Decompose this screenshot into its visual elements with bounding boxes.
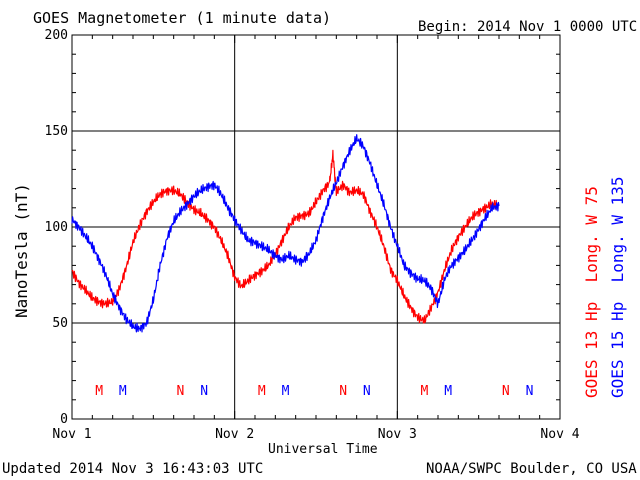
y-tick-label: 150 <box>45 124 68 139</box>
y-tick-label: 200 <box>45 28 68 43</box>
legend-goes15: GOES 15 Hp Long. W 135 <box>608 176 627 398</box>
x-axis-label: Universal Time <box>268 442 378 457</box>
y-axis-label: NanoTesla (nT) <box>12 183 31 318</box>
legend-goes13-name: GOES 13 Hp <box>582 301 601 398</box>
legend-goes13: GOES 13 Hp Long. W 75 <box>582 186 601 398</box>
local-time-marker-m: M <box>444 384 452 399</box>
legend-goes15-name: GOES 15 Hp <box>608 301 627 398</box>
credit-label: NOAA/SWPC Boulder, CO USA <box>426 461 637 477</box>
y-tick-label: 50 <box>52 316 68 331</box>
series-line-goes-13-hp <box>71 149 500 324</box>
local-time-marker-n: N <box>339 384 347 399</box>
legend-goes13-long: Long. W 75 <box>582 186 601 283</box>
local-time-marker-n: N <box>526 384 534 399</box>
local-time-marker-n: N <box>502 384 510 399</box>
local-time-marker-n: N <box>363 384 371 399</box>
x-tick-label: Nov 2 <box>215 427 254 442</box>
local-time-marker-n: N <box>177 384 185 399</box>
local-time-marker-m: M <box>119 384 127 399</box>
x-tick-label: Nov 4 <box>540 427 579 442</box>
local-time-marker-n: N <box>200 384 208 399</box>
legend-goes15-long: Long. W 135 <box>608 176 627 283</box>
local-time-marker-m: M <box>95 384 103 399</box>
y-tick-label: 0 <box>60 412 68 427</box>
x-tick-label: Nov 3 <box>378 427 417 442</box>
x-tick-label: Nov 1 <box>52 427 91 442</box>
local-time-marker-m: M <box>282 384 290 399</box>
updated-timestamp: Updated 2014 Nov 3 16:43:03 UTC <box>2 461 264 477</box>
begin-time-label: Begin: 2014 Nov 1 0000 UTC <box>418 19 638 35</box>
local-time-marker-m: M <box>421 384 429 399</box>
chart-title: GOES Magnetometer (1 minute data) <box>33 9 332 27</box>
local-time-marker-m: M <box>258 384 266 399</box>
y-tick-label: 100 <box>45 220 68 235</box>
series-line-goes-15-hp <box>71 134 500 333</box>
